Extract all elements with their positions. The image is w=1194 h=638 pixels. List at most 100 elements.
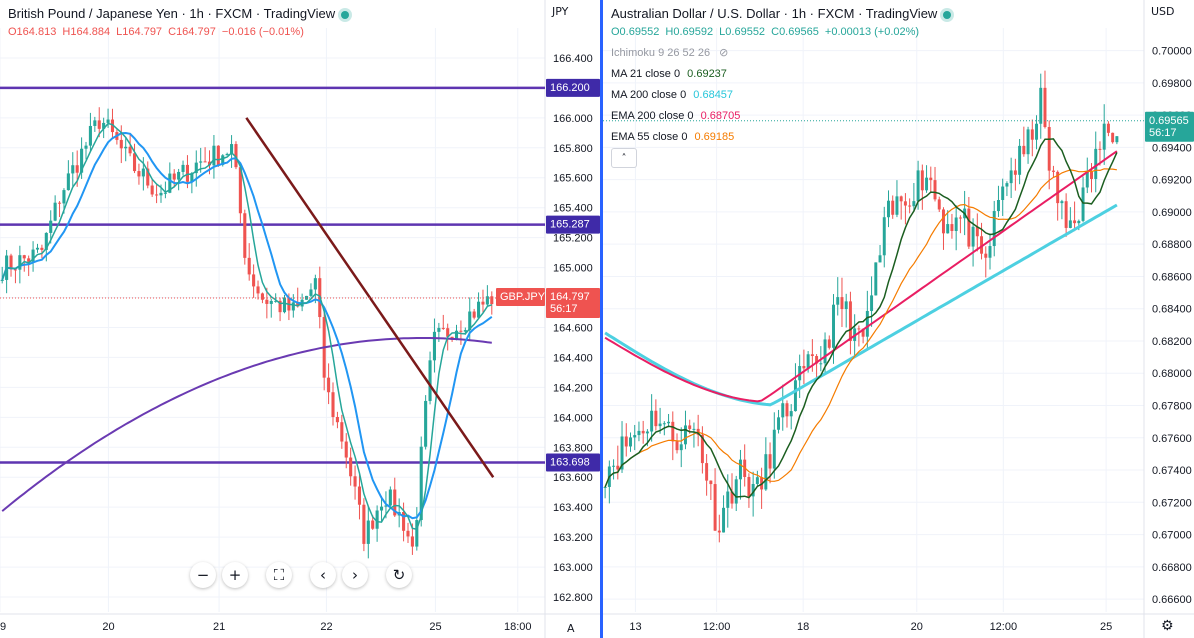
gbpjpy-currency-label[interactable]: JPY (552, 5, 569, 18)
candle-body (344, 441, 348, 458)
price-tick-label: 163.000 (553, 562, 593, 574)
candle-body (309, 289, 313, 296)
candle-body (58, 202, 62, 204)
candle-body (1005, 183, 1009, 187)
zoom-out-button[interactable]: − (190, 562, 216, 588)
indicator-ichimoku[interactable]: Ichimoku 9 26 52 26 ⊘ (611, 46, 728, 59)
audusd-chart[interactable]: 0.700000.698000.696000.694000.692000.690… (603, 0, 1194, 638)
audusd-chart-pane[interactable]: 0.700000.698000.696000.694000.692000.690… (603, 0, 1194, 638)
candle-body (84, 145, 88, 149)
level-price-tag-bg (546, 453, 600, 472)
candle-body (27, 258, 31, 262)
scroll-back-button[interactable]: ‹ (310, 562, 336, 588)
candle-body (216, 145, 220, 165)
price-tick-label: 0.67200 (1152, 497, 1192, 509)
gbpjpy-chart-pane[interactable]: 166.400 166.200 166.000 165.800 165.600 165.4… (0, 0, 600, 638)
audusd-currency-label[interactable]: USD (1151, 5, 1175, 18)
candle-body (13, 269, 17, 271)
candle-body (1047, 127, 1051, 171)
candle-body (865, 310, 869, 337)
candle-body (1077, 220, 1081, 224)
candle-body (836, 297, 840, 305)
candle-body (446, 328, 450, 337)
candle-body (933, 180, 937, 200)
level-price-tag-bg (546, 215, 600, 234)
pane-divider[interactable] (600, 0, 603, 638)
candle-body (874, 262, 878, 296)
candle-body (437, 327, 441, 332)
indicator-ema55[interactable]: EMA 55 close 0 0.69185 (611, 131, 734, 143)
candle-body (819, 363, 823, 365)
price-tick-label: 164.600 (553, 322, 593, 334)
indicator-ichimoku-label: Ichimoku 9 26 52 26 (611, 47, 711, 59)
candle-body (463, 330, 467, 332)
candle-body (331, 392, 335, 418)
candle-body (857, 328, 861, 330)
candle-body (1102, 123, 1106, 150)
candle-body (441, 327, 445, 329)
candle-body (22, 255, 26, 259)
gbpjpy-symbol-tag-bg (496, 287, 545, 306)
candle-body (683, 425, 687, 445)
settings-gear-icon[interactable]: ⚙ (1161, 618, 1174, 634)
candle-body (207, 161, 212, 166)
indicator-ma21[interactable]: MA 21 close 0 0.69237 (611, 68, 727, 80)
candle-body (44, 232, 48, 250)
gbpjpy-chart[interactable]: 166.400 166.200 166.000 165.800 165.600 165.4… (0, 0, 600, 638)
candle-body (654, 410, 658, 427)
gbpjpy-symbol-tag: GBP.JPY (500, 291, 546, 303)
candle-body (1009, 170, 1013, 184)
candle-body (472, 311, 476, 318)
candle-body (150, 185, 154, 195)
audusd-price-tag: 56:17 (1149, 127, 1177, 139)
price-tick-label: 162.800 (553, 592, 593, 604)
scroll-forward-button[interactable]: › (342, 562, 368, 588)
candle-body (393, 489, 397, 516)
candle-body (616, 465, 620, 470)
candle-body (481, 301, 485, 305)
candle-body (899, 196, 903, 202)
gbpjpy-high: H164.884 (62, 26, 111, 38)
gbpjpy-auto-scale-button[interactable]: A (567, 622, 575, 635)
candle-body (402, 512, 406, 531)
candle-body (106, 119, 110, 123)
candle-body (97, 120, 101, 129)
candle-body (163, 192, 167, 194)
indicator-ema200[interactable]: EMA 200 close 0 0.68705 (611, 110, 740, 122)
zoom-in-button[interactable]: + (222, 562, 248, 588)
candle-body (53, 202, 57, 221)
indicator-ema200-value: 0.68705 (700, 110, 741, 122)
reset-chart-icon[interactable]: ↻ (386, 562, 412, 588)
candle-body (700, 434, 704, 464)
candle-body (406, 530, 410, 537)
fullscreen-icon[interactable]: ⛶ (266, 562, 292, 588)
candle-body (709, 480, 713, 485)
candle-body (937, 199, 941, 210)
candle-body (667, 421, 671, 424)
candle-body (980, 236, 984, 254)
indicator-ma200[interactable]: MA 200 close 0 0.68457 (611, 89, 733, 101)
price-tick-label: 0.66800 (1152, 562, 1192, 574)
candle-body (633, 435, 637, 438)
candle-body (603, 486, 607, 488)
candle-body (747, 476, 751, 497)
eye-hidden-icon[interactable]: ⊘ (719, 46, 729, 59)
candle-body (645, 431, 649, 434)
candle-body (110, 119, 115, 133)
collapse-legend-button[interactable]: ˄ (611, 148, 637, 168)
price-tick-label: 0.69000 (1152, 207, 1192, 219)
audusd-title: Australian Dollar / U.S. Dollar · 1h · F… (611, 6, 938, 21)
candle-body (671, 421, 675, 442)
candle-body (717, 530, 721, 533)
candle-body (66, 173, 70, 191)
level-price-tag: 163.698 (550, 457, 590, 469)
indicator-ema55-label: EMA 55 close 0 (611, 131, 688, 143)
price-tick-label: 0.69800 (1152, 78, 1192, 90)
candle-body (912, 201, 916, 207)
candle-body (895, 196, 899, 215)
candle-body (726, 491, 730, 508)
candle-body (327, 377, 331, 393)
candle-body (755, 477, 759, 484)
price-tick-label: 164.000 (553, 412, 593, 424)
candle-body (941, 209, 945, 234)
